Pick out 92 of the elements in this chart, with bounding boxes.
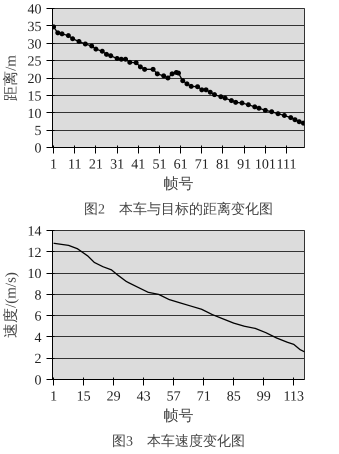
y-tick-label: 20 bbox=[28, 72, 42, 87]
point bbox=[212, 92, 217, 98]
y-tick-label: 30 bbox=[28, 37, 42, 52]
x-tick-label: 57 bbox=[166, 390, 181, 404]
point bbox=[233, 100, 238, 105]
point bbox=[55, 30, 60, 36]
point bbox=[150, 66, 156, 72]
y-tick-label: 12 bbox=[28, 246, 42, 261]
point bbox=[256, 106, 262, 111]
point bbox=[176, 70, 181, 76]
x-tick-label: 31 bbox=[110, 158, 124, 172]
point bbox=[184, 81, 190, 86]
point bbox=[82, 41, 88, 46]
point bbox=[199, 87, 204, 92]
point bbox=[70, 36, 76, 42]
point bbox=[180, 78, 186, 84]
x-tick-label: 81 bbox=[216, 158, 230, 172]
point bbox=[114, 56, 120, 62]
y-tick-label: 25 bbox=[28, 54, 42, 70]
y-tick-label: 0 bbox=[34, 374, 42, 388]
x-tick-label: 43 bbox=[136, 390, 151, 404]
point bbox=[222, 96, 228, 101]
x-tick-label: 61 bbox=[174, 158, 188, 172]
x-tick-label: 51 bbox=[152, 158, 166, 172]
point bbox=[104, 52, 109, 57]
point bbox=[108, 53, 114, 58]
point bbox=[228, 98, 234, 104]
point bbox=[93, 46, 98, 52]
point bbox=[89, 44, 94, 49]
x-axis-title: 帧号 bbox=[164, 408, 194, 424]
point bbox=[76, 39, 82, 44]
point bbox=[134, 60, 139, 66]
point bbox=[276, 111, 281, 116]
x-tick-label: 15 bbox=[76, 390, 91, 404]
x-tick-label: 1 bbox=[50, 390, 58, 404]
point bbox=[208, 90, 213, 95]
point bbox=[296, 119, 302, 124]
y-tick-label: 0 bbox=[34, 142, 42, 156]
point bbox=[170, 71, 175, 76]
y-axis-title: 距离/m bbox=[2, 54, 20, 101]
point bbox=[66, 33, 71, 38]
y-tick-label: 40 bbox=[28, 2, 42, 18]
y-tick-label: 14 bbox=[28, 224, 42, 240]
y-tick-label: 4 bbox=[34, 330, 42, 346]
y-tick-label: 10 bbox=[28, 267, 42, 282]
x-tick-label: 11 bbox=[68, 158, 82, 172]
y-tick-label: 15 bbox=[28, 89, 42, 104]
x-tick-label: 71 bbox=[196, 390, 211, 404]
y-tick-label: 5 bbox=[34, 124, 42, 140]
point bbox=[138, 64, 143, 70]
point bbox=[282, 113, 287, 118]
y-tick-label: 10 bbox=[28, 106, 42, 122]
point bbox=[123, 56, 128, 62]
point bbox=[161, 73, 166, 78]
y-tick-label: 6 bbox=[34, 310, 42, 325]
x-tick-label: 101 bbox=[254, 158, 276, 172]
point bbox=[100, 48, 105, 54]
point bbox=[300, 120, 304, 126]
point bbox=[204, 87, 209, 92]
x-tick-label: 41 bbox=[131, 158, 146, 172]
y-tick-label: 35 bbox=[28, 20, 42, 35]
caption: 图2 本车与目标的距离变化图 bbox=[84, 202, 273, 218]
point bbox=[195, 84, 200, 90]
point bbox=[154, 71, 160, 76]
point bbox=[240, 100, 245, 106]
point bbox=[288, 115, 294, 120]
x-axis-title: 帧号 bbox=[164, 176, 194, 192]
x-tick-label: 91 bbox=[237, 158, 252, 172]
x-tick-label: 85 bbox=[226, 390, 241, 404]
point bbox=[218, 94, 224, 100]
x-tick-label: 21 bbox=[88, 158, 103, 172]
point bbox=[60, 31, 65, 36]
point bbox=[269, 109, 274, 114]
x-tick-label: 71 bbox=[194, 158, 209, 172]
point bbox=[292, 117, 298, 122]
point bbox=[165, 76, 170, 80]
caption: 图3 本车速度变化图 bbox=[112, 434, 245, 450]
y-tick-label: 2 bbox=[34, 352, 42, 368]
point bbox=[127, 60, 132, 65]
point bbox=[118, 56, 124, 62]
point bbox=[246, 102, 251, 108]
x-tick-label: 111 bbox=[276, 158, 296, 172]
x-tick-label: 29 bbox=[106, 390, 121, 404]
x-tick-label: 1 bbox=[50, 158, 58, 172]
point bbox=[262, 108, 268, 113]
y-tick-label: 8 bbox=[34, 288, 42, 304]
point bbox=[252, 104, 258, 110]
x-tick-label: 99 bbox=[256, 390, 271, 404]
point bbox=[188, 84, 194, 89]
x-tick-label: 113 bbox=[284, 390, 304, 404]
y-axis-title: 速度/(m/s) bbox=[2, 272, 20, 338]
point bbox=[142, 66, 148, 72]
